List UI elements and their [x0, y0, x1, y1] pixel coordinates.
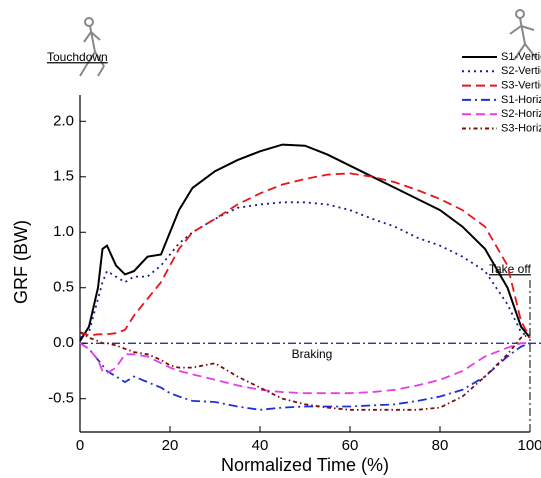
x-tick-label: 80: [432, 437, 449, 454]
legend-label: S2-Horizontal: [501, 108, 541, 120]
braking-label: Braking: [292, 347, 333, 361]
series-line: [79, 342, 530, 395]
y-tick-label: 0.0: [53, 334, 74, 351]
series-line: [79, 342, 531, 411]
legend: S1-Vertical S2-Vertical S3-Vertical S1-Hori…: [462, 51, 541, 134]
touchdown-label: Touchdown: [47, 50, 108, 64]
x-axis-title: Normalized Time (%): [221, 455, 389, 475]
touchdown-figure: [79, 17, 105, 77]
series-line: [79, 201, 531, 339]
y-axis-title: GRF (BW): [11, 220, 31, 304]
legend-label: S2-Vertical: [501, 65, 541, 77]
legend-label: S3-Vertical: [501, 80, 541, 92]
x-tick-label: 0: [76, 437, 84, 454]
y-tick-label: 1.0: [53, 223, 74, 240]
series-line: [79, 331, 531, 411]
legend-label: S3-Horizontal: [501, 122, 541, 134]
series-line: [79, 172, 531, 339]
y-tick-label: -0.5: [48, 390, 74, 407]
y-tick-label: 2.0: [53, 112, 74, 129]
x-tick-label: 40: [252, 437, 269, 454]
legend-label: S1-Vertical: [501, 51, 541, 63]
series-line: [79, 143, 531, 342]
x-tick-label: 60: [342, 437, 359, 454]
x-tick-label: 100: [517, 437, 541, 454]
y-tick-label: 1.5: [53, 168, 74, 185]
y-tick-label: 0.5: [53, 279, 74, 296]
legend-label: S1-Horizontal: [501, 94, 541, 106]
takeoff-figure: [509, 9, 537, 61]
x-tick-label: 20: [162, 437, 179, 454]
